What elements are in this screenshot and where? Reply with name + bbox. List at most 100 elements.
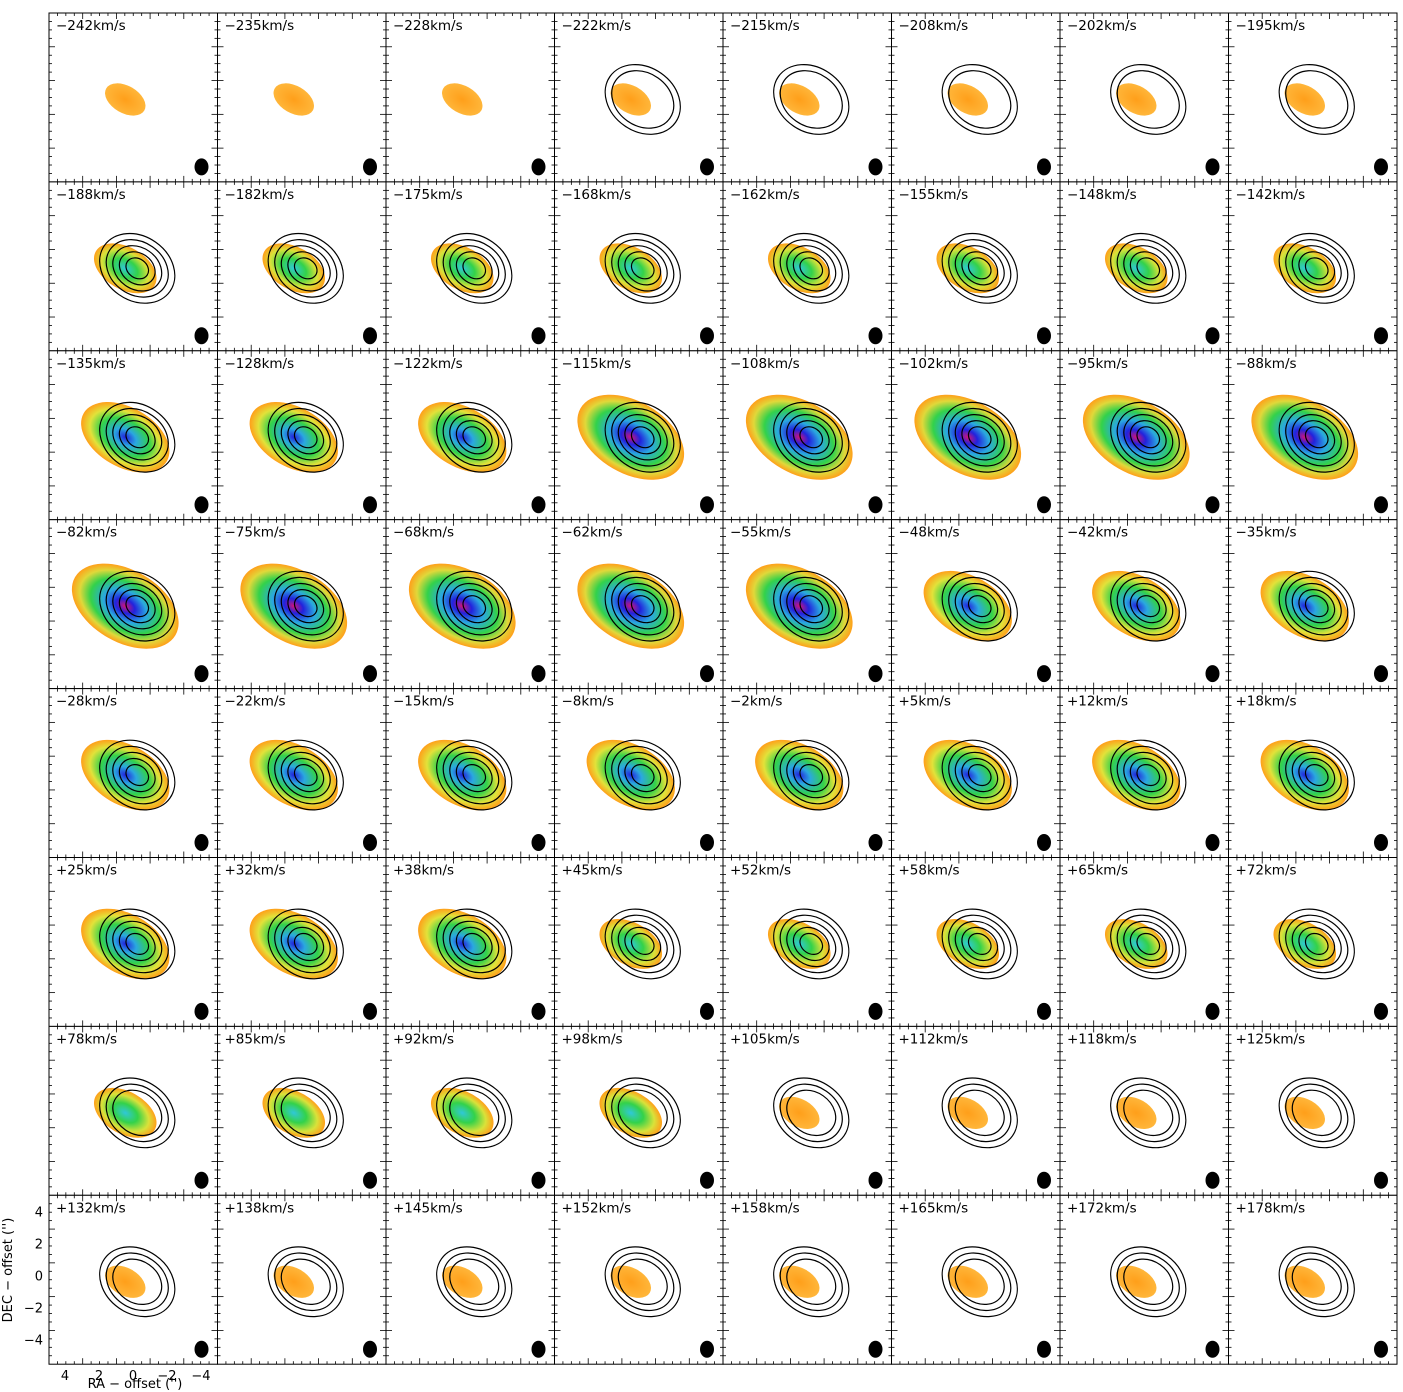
emission-blob	[1284, 83, 1325, 116]
contour-line	[967, 763, 992, 787]
beam-ellipse	[1374, 665, 1388, 683]
contour-line	[954, 1089, 1005, 1137]
contour-line	[293, 763, 318, 787]
channel-panel: −8km/s	[554, 688, 724, 858]
y-tick-labels: 4 2 0 −2 −4	[24, 1205, 43, 1348]
beam-ellipse	[194, 1340, 209, 1358]
contour-line	[112, 1258, 163, 1305]
channel-velocity-label: −235km/s	[225, 18, 295, 34]
channel-panel: −222km/s	[554, 12, 724, 183]
channel-panel: −235km/s	[217, 12, 387, 183]
channel-velocity-label: −215km/s	[730, 18, 800, 34]
contour-line	[1291, 414, 1342, 461]
emission-blob	[442, 83, 483, 116]
emission-blob	[273, 1265, 314, 1298]
beam-ellipse	[1205, 1002, 1220, 1020]
channel-velocity-label: −95km/s	[1067, 356, 1128, 372]
contour-line	[1291, 920, 1342, 968]
channel-velocity-label: +32km/s	[225, 863, 286, 879]
beam-ellipse	[194, 1171, 209, 1189]
contour-line	[287, 420, 325, 455]
contour-line	[280, 751, 331, 799]
contour-line	[604, 739, 681, 811]
contour-line	[624, 926, 662, 962]
contour-line	[617, 920, 668, 968]
contour-line	[293, 257, 318, 280]
contour-line	[267, 1246, 344, 1318]
contour-line	[105, 239, 169, 298]
contour-line	[1291, 245, 1342, 292]
contour-line	[786, 414, 837, 461]
beam-ellipse	[700, 1002, 714, 1020]
emission-blob	[1284, 1265, 1325, 1298]
contour-line	[1123, 1089, 1174, 1137]
beam-ellipse	[531, 665, 546, 683]
contour-line	[1110, 232, 1187, 304]
beam-ellipse	[1205, 665, 1220, 683]
emission-blob	[93, 1087, 157, 1138]
contour-line	[1129, 420, 1167, 455]
contour-line	[611, 1083, 675, 1143]
contour-line	[274, 239, 338, 298]
beam-ellipse	[1205, 158, 1220, 176]
contour-line	[287, 589, 325, 624]
contour-line	[1278, 570, 1355, 642]
contour-line	[1285, 1083, 1349, 1143]
contour-line	[1285, 576, 1349, 636]
emission-blob	[1116, 83, 1157, 116]
contour-line	[125, 426, 150, 449]
contour-line	[604, 232, 681, 304]
beam-ellipse	[868, 1171, 883, 1189]
channel-panel: −88km/s	[1228, 350, 1398, 521]
contour-line	[1298, 589, 1336, 624]
contour-line	[280, 920, 331, 968]
contour-line	[436, 1077, 513, 1149]
channel-velocity-label: −188km/s	[56, 187, 126, 203]
contour-line	[1116, 914, 1180, 974]
contour-line	[779, 239, 843, 298]
contour-line	[1123, 920, 1174, 968]
contour-line	[941, 401, 1018, 473]
emission-blob	[599, 243, 663, 294]
contour-line	[1285, 745, 1349, 805]
beam-ellipse	[700, 834, 714, 851]
channel-velocity-label: −28km/s	[56, 694, 117, 710]
contour-line	[799, 763, 824, 787]
contour-line	[99, 1246, 176, 1318]
contour-line	[786, 1258, 837, 1305]
contour-line	[462, 257, 487, 280]
beam-ellipse	[194, 158, 209, 176]
contour-line	[1110, 1077, 1187, 1149]
contour-line	[280, 582, 331, 630]
emission-blob	[1104, 243, 1168, 294]
contour-line	[786, 920, 837, 968]
contour-line	[604, 64, 681, 135]
beam-ellipse	[700, 496, 714, 514]
contour-line	[293, 426, 318, 449]
channel-velocity-label: −148km/s	[1067, 187, 1137, 203]
contour-line	[280, 1089, 331, 1137]
contour-line	[799, 257, 824, 280]
contour-line	[449, 1258, 500, 1305]
contour-line	[436, 739, 513, 811]
contour-line	[1129, 251, 1167, 286]
contour-line	[449, 751, 500, 799]
channel-panel: +125km/s	[1228, 1025, 1398, 1196]
channel-velocity-label: +178km/s	[1236, 1200, 1306, 1216]
channel-panel: −82km/s	[48, 519, 218, 690]
emission-blob	[1284, 1096, 1325, 1129]
contour-line	[1136, 932, 1161, 956]
contour-line	[1285, 70, 1349, 129]
contour-line	[773, 908, 850, 980]
contour-line	[779, 1252, 843, 1312]
contour-line	[267, 401, 344, 473]
beam-ellipse	[1374, 496, 1388, 514]
contour-line	[99, 232, 176, 304]
channel-velocity-label: +25km/s	[56, 863, 117, 879]
contour-line	[1304, 595, 1329, 618]
channel-velocity-label: −228km/s	[393, 18, 463, 34]
contour-line	[267, 739, 344, 811]
contour-line	[967, 257, 992, 280]
contour-line	[1285, 239, 1349, 298]
